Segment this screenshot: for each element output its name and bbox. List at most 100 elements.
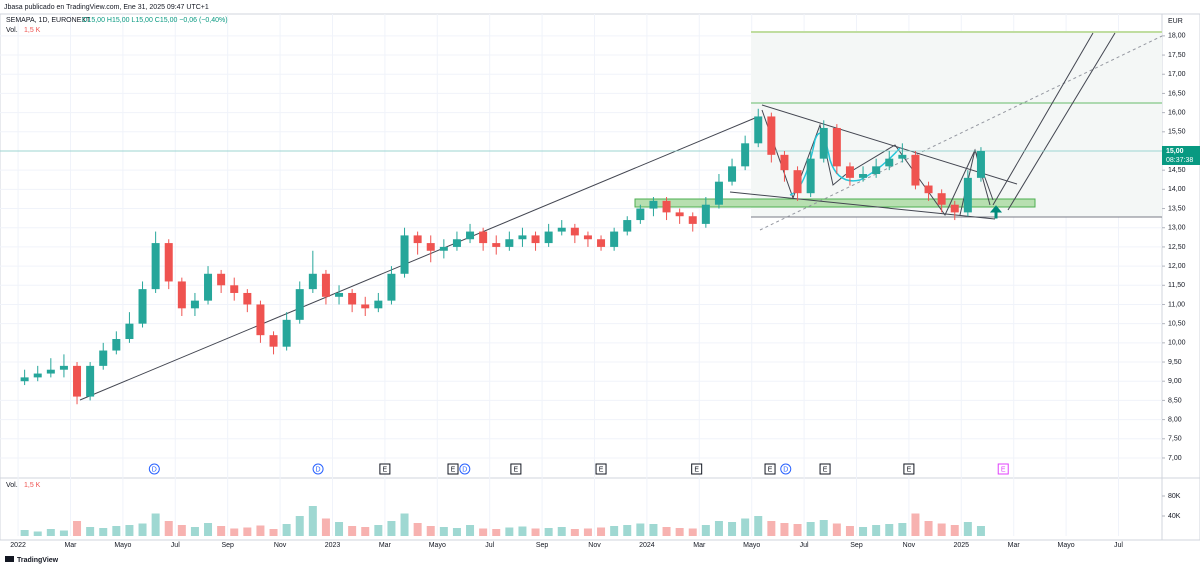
trend-line — [729, 191, 996, 220]
volume-bar — [885, 524, 894, 536]
volume-bar — [151, 513, 160, 536]
projection-box — [751, 31, 1162, 217]
x-tick-label: Nov — [903, 542, 916, 549]
legend-symbol: SEMAPA, 1D, EURONEXT — [6, 17, 91, 24]
y-tick-label: 11,00 — [1168, 301, 1185, 308]
volume-bar — [335, 522, 344, 536]
legend-vol-value: 1,5 K — [24, 27, 41, 34]
candle-body — [950, 204, 959, 213]
volume-bar — [86, 527, 95, 536]
event-marker — [148, 463, 160, 475]
volume-bar — [20, 530, 29, 536]
arrow — [989, 205, 1003, 219]
candle-body — [649, 200, 658, 209]
y-tick-label: 16,50 — [1168, 90, 1186, 97]
candle-body — [872, 166, 881, 175]
candle-body — [361, 304, 370, 309]
event-label: E — [514, 466, 519, 473]
event-label: E — [694, 466, 699, 473]
candle-body — [138, 289, 147, 324]
x-tick-label: Mayo — [1058, 542, 1075, 549]
volume-bar — [859, 527, 868, 536]
candle-body — [46, 369, 55, 374]
y-tick-label: 18,00 — [1168, 33, 1186, 40]
x-tick-label: Mayo — [114, 542, 131, 549]
event-marker — [379, 463, 391, 475]
volume-bar — [33, 531, 42, 536]
candle-body — [806, 158, 815, 194]
trend-line — [79, 117, 756, 401]
candle-body — [531, 235, 540, 244]
volume-bar — [321, 518, 330, 536]
y-tick-label: 14,00 — [1168, 186, 1186, 193]
candle-body — [256, 304, 265, 336]
volume-bar — [963, 522, 972, 536]
y-tick-label: 12,00 — [1168, 263, 1186, 270]
candle-body — [767, 116, 776, 155]
candle-body — [190, 300, 199, 309]
candle-body — [308, 273, 317, 290]
volume-bar — [767, 521, 776, 536]
event-label: D — [316, 466, 321, 473]
y-tick-label: 40K — [1168, 513, 1181, 520]
volume-bar — [466, 525, 475, 536]
volume-bar — [636, 523, 645, 536]
volume-bar — [754, 516, 763, 536]
y-tick-label: 7,50 — [1168, 436, 1182, 443]
x-tick-label: Nov — [588, 542, 601, 549]
event-marker — [459, 463, 471, 475]
volume-bar — [911, 513, 920, 536]
volume-bar — [426, 526, 435, 536]
legend-ohlc: O15,00 H15,00 L15,00 C15,00 −0,06 (−0,40… — [82, 17, 228, 24]
y-tick-label: 9,00 — [1168, 378, 1182, 385]
candle-body — [754, 116, 763, 144]
candle-body — [583, 235, 592, 240]
volume-bar — [452, 528, 461, 536]
candle-body — [924, 185, 933, 194]
candle-body — [780, 154, 789, 171]
volume-bar — [518, 526, 527, 536]
volume-bar — [282, 524, 291, 536]
volume-bar — [832, 523, 841, 536]
zigzag — [761, 109, 994, 216]
volume-bar — [688, 528, 697, 536]
volume-bar — [845, 526, 854, 536]
volume-bar — [361, 527, 370, 536]
volume-bar — [544, 528, 553, 536]
event-marker — [764, 463, 776, 475]
candle-body — [623, 220, 632, 232]
x-tick-label: 2022 — [10, 542, 26, 549]
event-marker — [510, 463, 522, 475]
volume-bar — [793, 524, 802, 536]
candle-body — [845, 166, 854, 178]
x-tick-label: Sep — [221, 542, 234, 549]
y-tick-label: 17,50 — [1168, 52, 1186, 59]
volume-bar — [217, 526, 226, 536]
candle-body — [479, 231, 488, 244]
candle-body — [976, 150, 985, 178]
volume-bar — [806, 522, 815, 536]
candle-body — [832, 127, 841, 167]
x-tick-label: 2023 — [325, 542, 341, 549]
x-tick-label: Jul — [800, 542, 809, 549]
candle-body — [321, 273, 330, 297]
volume-bar — [950, 525, 959, 536]
candle-body — [164, 243, 173, 282]
volume-bar — [505, 527, 514, 536]
event-marker — [595, 463, 607, 475]
candle-body — [452, 239, 461, 247]
trend-line — [761, 104, 1018, 185]
dashed-trend — [759, 35, 1163, 231]
volume-bar — [413, 523, 422, 536]
candle-body — [675, 212, 684, 217]
x-tick-label: 2025 — [954, 542, 970, 549]
candle-body — [688, 216, 697, 224]
candle-body — [151, 243, 160, 290]
candle-body — [885, 158, 894, 167]
volume-bar — [675, 528, 684, 536]
volume-bar — [374, 525, 383, 536]
candle-body — [230, 285, 239, 293]
price-badge-countdown: 08:37:38 — [1166, 157, 1193, 164]
